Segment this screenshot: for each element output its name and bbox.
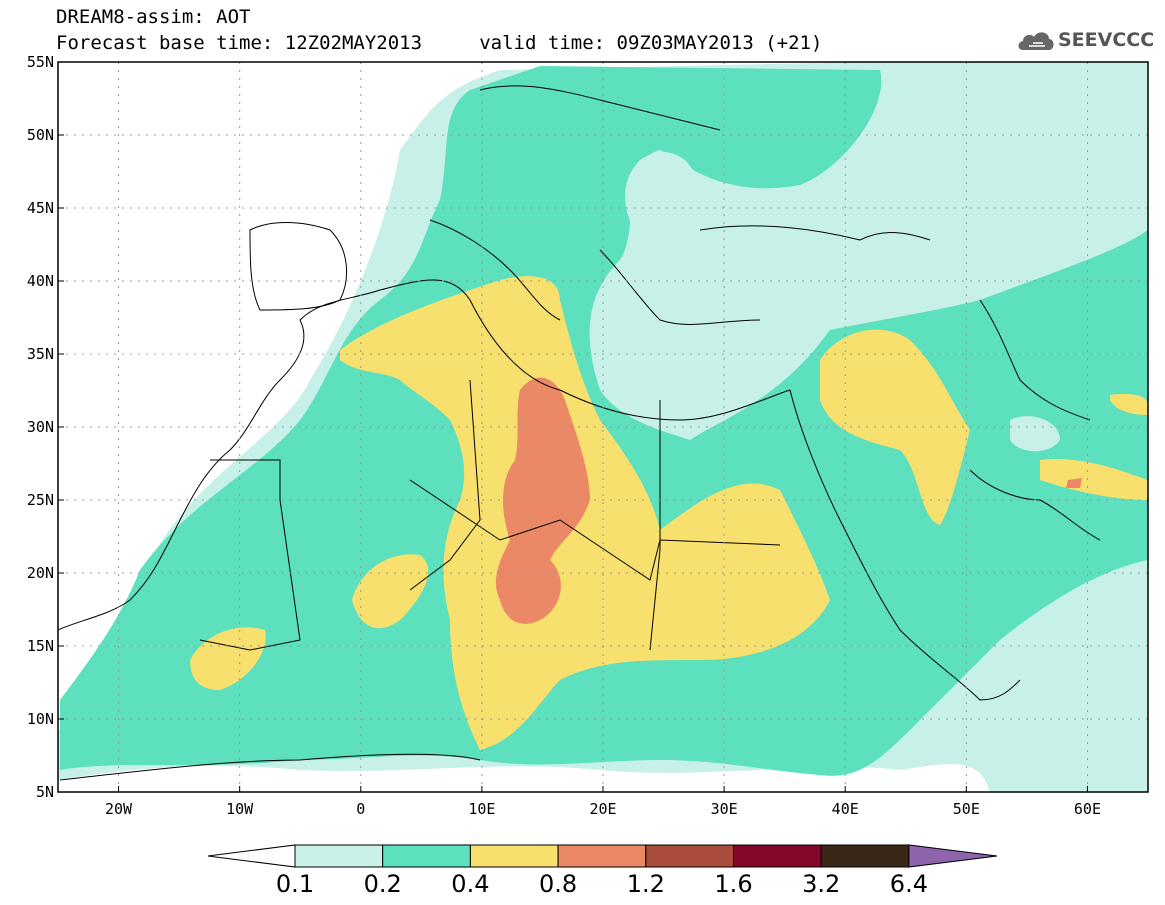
colorbar-label: 6.4 [889,870,928,898]
x-tick-label: 10W [226,800,254,818]
x-tick-label: 50E [953,800,980,818]
y-tick-label: 55N [27,53,54,71]
y-tick-label: 45N [27,199,54,217]
chart-subtitle: Forecast base time: 12Z02MAY2013 valid t… [56,32,823,54]
x-tick-label: 10E [468,800,495,818]
x-tick-label: 60E [1074,800,1101,818]
colorbar-box [820,844,910,868]
y-tick-label: 5N [36,783,54,801]
colorbar-label: 3.2 [802,870,841,898]
colorbar-box [557,844,647,868]
colorbar-box [294,844,384,868]
y-tick-label: 20N [27,564,54,582]
colorbar [207,844,998,868]
colorbar-box [469,844,559,868]
x-tick-label: 20E [589,800,616,818]
colorbar-under-triangle [207,844,296,868]
x-tick-label: 30E [711,800,738,818]
x-tick-label: 20W [105,800,133,818]
colorbar-label: 0.4 [451,870,490,898]
colorbar-label: 1.2 [626,870,665,898]
x-axis: 20W 10W 0 10E 20E 30E 40E 50E 60E [105,786,1101,818]
cloud-icon [1018,32,1054,50]
chart-title: DREAM8-assim: AOT [56,6,251,28]
colorbar-box [382,844,471,868]
colorbar-label: 1.6 [714,870,753,898]
colorbar-box [645,844,734,868]
y-tick-label: 30N [27,418,54,436]
x-tick-label: 0 [356,800,365,818]
coastlines [58,85,1101,781]
y-tick-label: 50N [27,126,54,144]
colorbar-over-triangle [908,844,998,868]
logo-text: SEEVCCC [1058,29,1155,51]
y-tick-label: 25N [27,491,54,509]
y-tick-label: 10N [27,710,54,728]
colorbar-label: 0.8 [539,870,578,898]
colorbar-label: 0.1 [275,870,315,898]
colorbar-box [733,844,822,868]
y-tick-label: 35N [27,345,54,363]
x-tick-label: 40E [832,800,859,818]
y-tick-label: 15N [27,637,54,655]
colorbar-label: 0.2 [363,870,402,898]
graticule [58,62,1148,792]
y-axis: 5N 10N 15N 20N 25N 30N 35N 40N 45N 50N 55N [27,53,64,801]
y-tick-label: 40N [27,272,54,290]
